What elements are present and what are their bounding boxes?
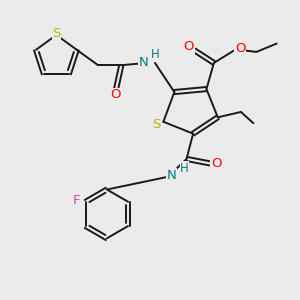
Text: N: N xyxy=(139,56,149,69)
Text: O: O xyxy=(183,40,194,53)
Text: S: S xyxy=(152,118,160,130)
Text: F: F xyxy=(73,194,81,207)
Text: H: H xyxy=(151,48,159,61)
Text: O: O xyxy=(211,158,221,170)
Text: O: O xyxy=(111,88,121,101)
Text: S: S xyxy=(52,27,61,40)
Text: N: N xyxy=(167,169,177,182)
Text: O: O xyxy=(235,42,245,56)
Text: H: H xyxy=(180,162,189,175)
